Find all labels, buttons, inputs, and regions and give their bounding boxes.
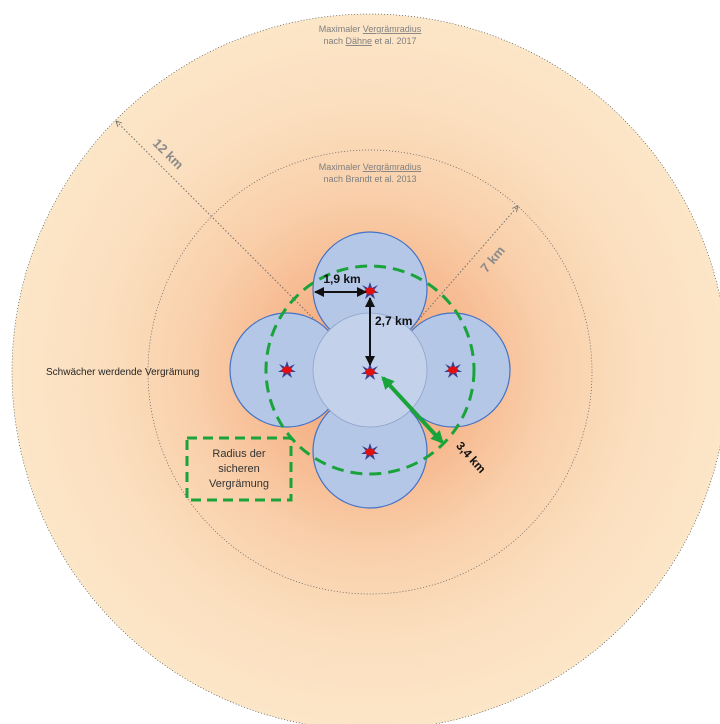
outer-radius-label-line1: Maximaler Vergrämradius <box>319 24 422 34</box>
safe-radius-circle <box>264 264 476 476</box>
center-offset-label: 2,7 km <box>375 314 412 328</box>
safe-box-line3: Vergrämung <box>209 478 269 490</box>
inner-radius-label-line2: nach Brandt et al. 2013 <box>323 174 416 184</box>
safe-radius-box <box>185 436 293 502</box>
outer-radius-label-line2: nach Dähne et al. 2017 <box>323 36 416 46</box>
inner-radius-circle <box>147 149 593 595</box>
safe-box-line1: Radius der <box>212 448 266 460</box>
inner-radius-label-line1: Maximaler Vergrämradius <box>319 162 422 172</box>
safe-box-line2: sicheren <box>218 463 260 475</box>
zone-label: Schwächer werdende Vergrämung <box>46 367 199 378</box>
outer-radius-line <box>116 121 366 371</box>
safe-radius-arrow <box>381 376 444 444</box>
cluster-radius-label: 1,9 km <box>323 272 360 286</box>
